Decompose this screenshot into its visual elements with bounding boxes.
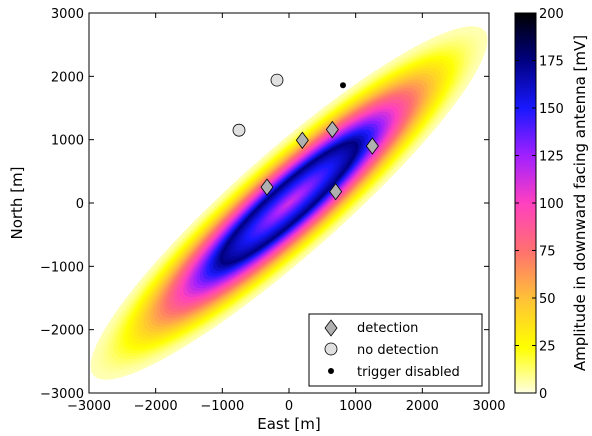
x-tick-label: −3000 <box>67 399 111 414</box>
colorbar-tick-label: 125 <box>539 150 564 165</box>
y-tick-label: −1000 <box>40 260 84 275</box>
colorbar-tick-label: 200 <box>539 7 564 22</box>
x-tick-label: −2000 <box>134 399 178 414</box>
legend-trigger-disabled-marker <box>328 368 334 374</box>
no-detection-marker <box>270 73 284 87</box>
x-tick-label: −1000 <box>200 399 244 414</box>
y-tick-label: −3000 <box>40 387 84 402</box>
colorbar-ticks: 0 25 50 75 100 125 150 175 200 <box>515 7 564 402</box>
x-tick-label: 2000 <box>406 399 439 414</box>
legend-no-detection-label: no detection <box>357 343 439 358</box>
colorbar-tick-label: 25 <box>539 340 556 355</box>
detection-marker <box>295 131 309 149</box>
y-tick-label: 2000 <box>51 70 84 85</box>
x-tick-label: 1000 <box>339 399 372 414</box>
colorbar-label: Amplitude in downward facing antenna [mV… <box>571 35 589 371</box>
colorbar: 0 25 50 75 100 125 150 175 200 Amplitude in down… <box>514 7 589 402</box>
y-tick-label: 0 <box>76 197 84 212</box>
legend-detection-label: detection <box>357 321 418 336</box>
colorbar-tick-label: 100 <box>539 197 564 212</box>
x-axis-ticks: −3000 −2000 −1000 0 1000 2000 3000 <box>67 13 506 414</box>
y-axis-ticks: −3000 −2000 −1000 0 1000 2000 3000 <box>40 7 489 402</box>
detection-marker <box>260 178 274 196</box>
x-tick-label: 0 <box>285 399 293 414</box>
no-detection-marker <box>232 123 246 137</box>
y-tick-label: 3000 <box>51 7 84 22</box>
trigger-disabled-marker <box>340 82 346 89</box>
colorbar-tick-label: 150 <box>539 102 564 117</box>
colorbar-tick-label: 50 <box>539 292 556 307</box>
data-markers <box>232 73 379 201</box>
colorbar-tick-label: 75 <box>539 245 556 260</box>
legend-trigger-disabled-label: trigger disabled <box>357 365 460 380</box>
colorbar-tick-label: 0 <box>539 387 547 402</box>
heatmap-ring <box>285 200 293 206</box>
detection-marker <box>365 137 379 155</box>
amplitude-heatmap <box>90 26 488 380</box>
colorbar-tick-label: 175 <box>539 55 564 70</box>
y-tick-label: 1000 <box>51 134 84 149</box>
x-axis-label: East [m] <box>257 415 320 432</box>
legend-box <box>308 313 483 387</box>
legend-no-detection-marker <box>324 342 338 356</box>
legend-detection-marker <box>324 319 338 337</box>
y-axis-label: North [m] <box>8 166 26 239</box>
legend: detection no detection trigger disabled <box>308 313 483 387</box>
detection-marker <box>325 120 339 139</box>
y-tick-label: −2000 <box>40 324 84 339</box>
detection-marker <box>329 182 343 201</box>
x-tick-label: 3000 <box>472 399 505 414</box>
